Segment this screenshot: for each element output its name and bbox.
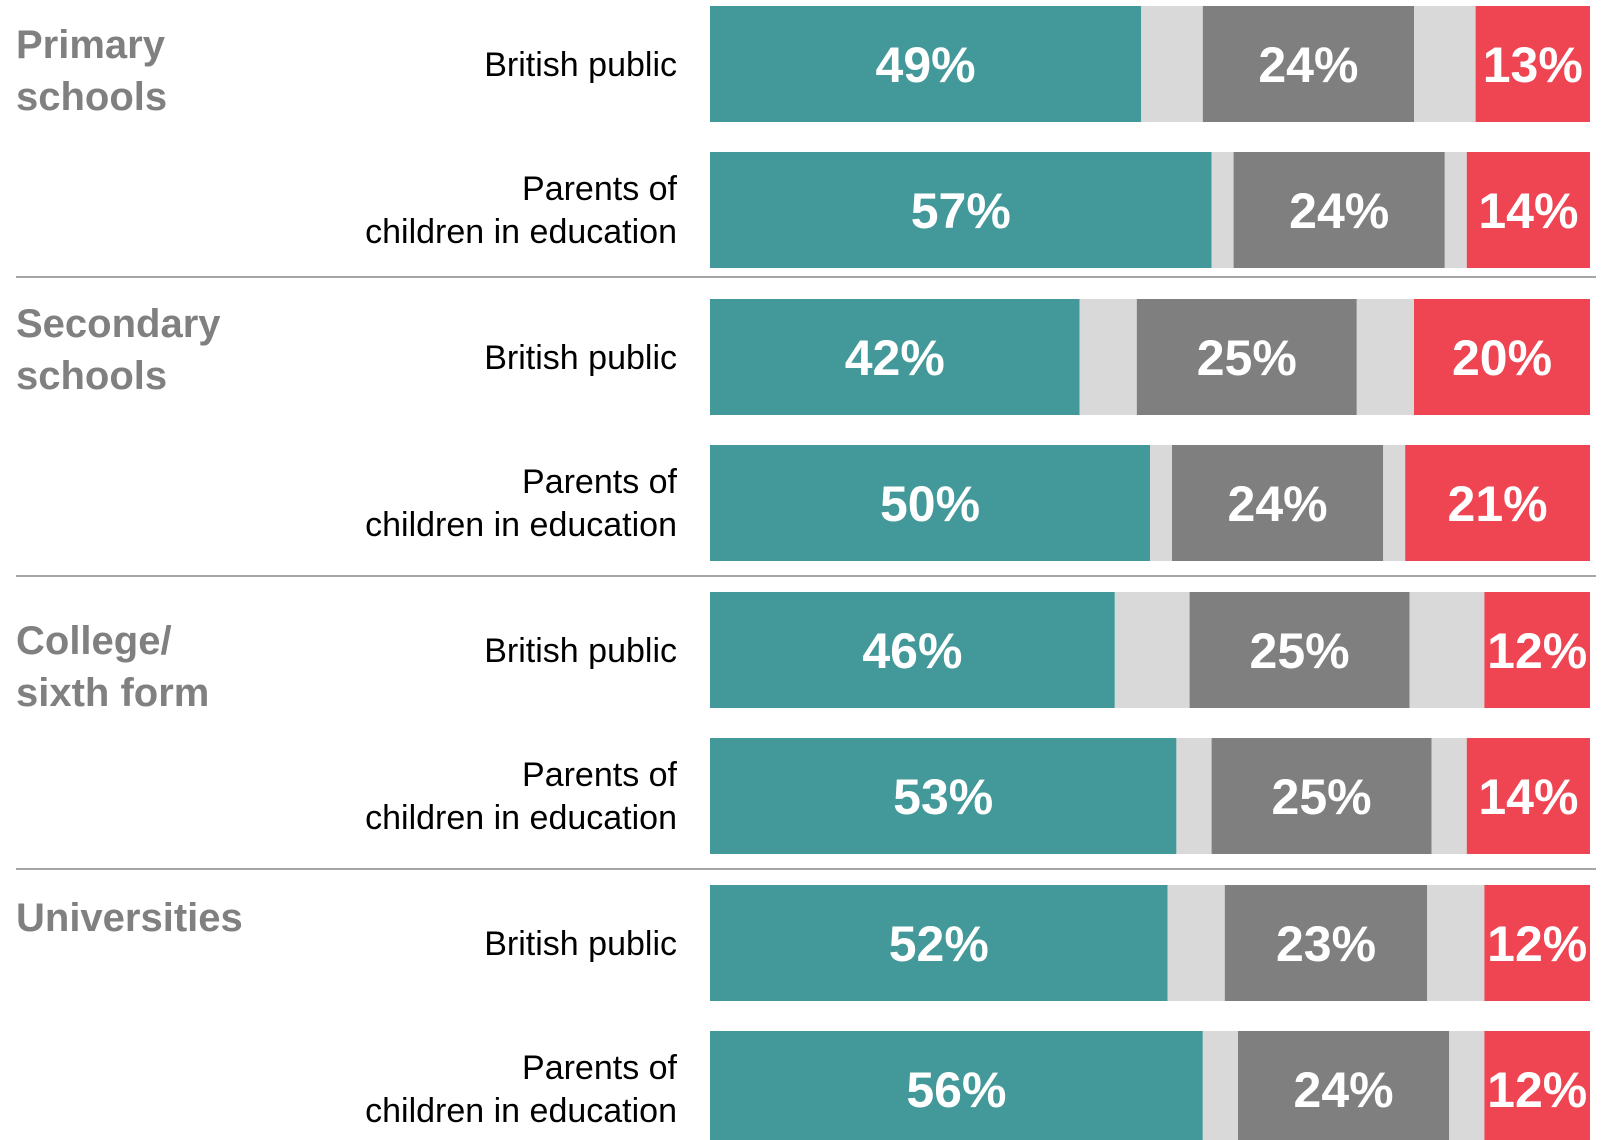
row-label: British public bbox=[484, 46, 677, 84]
bar-segment-3 bbox=[1414, 299, 1590, 415]
row-label: Parents of bbox=[522, 756, 678, 794]
bar-value-label: 14% bbox=[1478, 183, 1578, 239]
bar-gap-1 bbox=[1114, 592, 1190, 708]
bar-value-label: 12% bbox=[1487, 916, 1587, 972]
bar-value-label: 24% bbox=[1289, 183, 1389, 239]
bar-segment-1 bbox=[710, 885, 1168, 1001]
bar-segment-2 bbox=[1189, 592, 1410, 708]
bar-value-label: 52% bbox=[889, 916, 989, 972]
row-label: children in education bbox=[365, 1092, 677, 1130]
bar-value-label: 12% bbox=[1487, 1062, 1587, 1118]
bar-segment-1 bbox=[710, 738, 1177, 854]
bar-value-label: 56% bbox=[906, 1062, 1006, 1118]
bar-value-label: 49% bbox=[876, 37, 976, 93]
bar-gap-2 bbox=[1414, 6, 1476, 122]
group-title: schools bbox=[16, 354, 167, 398]
bar-value-label: 46% bbox=[862, 623, 962, 679]
row-label: children in education bbox=[365, 506, 677, 544]
bar-segment-3 bbox=[1466, 738, 1590, 854]
bar-segment-2 bbox=[1172, 445, 1384, 561]
bar-gap-2 bbox=[1383, 445, 1406, 561]
bar-value-label: 12% bbox=[1487, 623, 1587, 679]
row-label: Parents of bbox=[522, 170, 678, 208]
group-title: Universities bbox=[16, 896, 243, 940]
row-label: British public bbox=[484, 339, 677, 377]
row-label: children in education bbox=[365, 213, 677, 251]
bar-value-label: 24% bbox=[1258, 37, 1358, 93]
bar-segment-1 bbox=[710, 445, 1150, 561]
group-title: Primary bbox=[16, 23, 166, 67]
group-title: sixth form bbox=[16, 671, 209, 715]
bar-value-label: 21% bbox=[1448, 476, 1548, 532]
group-title: College/ bbox=[16, 619, 172, 663]
bar-segment-2 bbox=[1238, 1031, 1450, 1140]
bar-value-label: 57% bbox=[911, 183, 1011, 239]
bar-segment-3 bbox=[1484, 885, 1590, 1001]
bar-value-label: 14% bbox=[1478, 769, 1578, 825]
bar-gap-2 bbox=[1449, 1031, 1485, 1140]
bar-value-label: 42% bbox=[845, 330, 945, 386]
bar-value-label: 50% bbox=[880, 476, 980, 532]
bar-gap-1 bbox=[1176, 738, 1212, 854]
bar-value-label: 20% bbox=[1452, 330, 1552, 386]
row-label: British public bbox=[484, 632, 677, 670]
bar-gap-2 bbox=[1356, 299, 1414, 415]
bar-gap-1 bbox=[1079, 299, 1137, 415]
bar-segment-3 bbox=[1405, 445, 1590, 561]
row-label: Parents of bbox=[522, 463, 678, 501]
group-title: Secondary bbox=[16, 302, 221, 346]
bar-segment-3 bbox=[1484, 1031, 1590, 1140]
bar-value-label: 24% bbox=[1228, 476, 1328, 532]
group-title: schools bbox=[16, 75, 167, 119]
bar-segment-2 bbox=[1233, 152, 1445, 268]
bar-value-label: 24% bbox=[1294, 1062, 1394, 1118]
bar-value-label: 25% bbox=[1272, 769, 1372, 825]
bar-gap-1 bbox=[1141, 6, 1203, 122]
bar-segment-2 bbox=[1202, 6, 1414, 122]
bar-gap-1 bbox=[1202, 1031, 1238, 1140]
bar-gap-2 bbox=[1431, 738, 1467, 854]
bar-segment-1 bbox=[710, 592, 1115, 708]
bar-segment-1 bbox=[710, 152, 1212, 268]
bar-value-label: 25% bbox=[1197, 330, 1297, 386]
bar-gap-2 bbox=[1427, 885, 1485, 1001]
row-label: British public bbox=[484, 925, 677, 963]
bar-segment-1 bbox=[710, 1031, 1203, 1140]
bar-segment-1 bbox=[710, 6, 1142, 122]
bar-segment-1 bbox=[710, 299, 1080, 415]
bar-gap-2 bbox=[1409, 592, 1485, 708]
bar-value-label: 25% bbox=[1250, 623, 1350, 679]
bar-segment-3 bbox=[1466, 152, 1590, 268]
bar-segment-2 bbox=[1211, 738, 1432, 854]
bar-gap-1 bbox=[1167, 885, 1225, 1001]
bar-segment-2 bbox=[1136, 299, 1357, 415]
bar-segment-3 bbox=[1484, 592, 1590, 708]
row-label: Parents of bbox=[522, 1049, 678, 1087]
bar-gap-1 bbox=[1211, 152, 1234, 268]
bar-gap-1 bbox=[1150, 445, 1172, 561]
bar-value-label: 23% bbox=[1276, 916, 1376, 972]
bar-value-label: 53% bbox=[893, 769, 993, 825]
bar-segment-3 bbox=[1475, 6, 1590, 122]
bar-segment-2 bbox=[1224, 885, 1428, 1001]
row-label: children in education bbox=[365, 799, 677, 837]
bar-value-label: 13% bbox=[1483, 37, 1583, 93]
bar-gap-2 bbox=[1444, 152, 1467, 268]
